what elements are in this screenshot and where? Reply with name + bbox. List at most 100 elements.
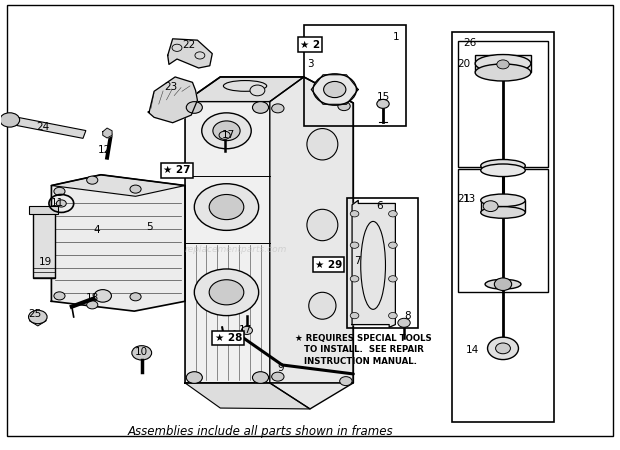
Circle shape (194, 269, 259, 315)
FancyArrow shape (29, 317, 46, 326)
Circle shape (186, 372, 202, 383)
Text: 7: 7 (354, 256, 361, 266)
Circle shape (494, 278, 512, 291)
Text: 20: 20 (457, 59, 470, 69)
Ellipse shape (475, 54, 531, 72)
Text: 17: 17 (239, 325, 252, 335)
Circle shape (340, 377, 352, 386)
Polygon shape (51, 175, 185, 196)
Circle shape (350, 276, 359, 282)
Text: replacementparts.com: replacementparts.com (185, 245, 287, 254)
Text: 14: 14 (466, 345, 479, 355)
Text: 22: 22 (183, 40, 196, 50)
Ellipse shape (307, 129, 338, 160)
Circle shape (389, 276, 397, 282)
Text: 15: 15 (376, 92, 389, 102)
Circle shape (252, 372, 268, 383)
Circle shape (209, 194, 244, 220)
Circle shape (130, 293, 141, 301)
Text: 5: 5 (146, 222, 153, 232)
Circle shape (29, 310, 47, 324)
Bar (29, 206, 58, 214)
Text: ★ 2: ★ 2 (300, 40, 320, 50)
Ellipse shape (480, 194, 525, 207)
Text: 8: 8 (404, 310, 410, 320)
Ellipse shape (480, 159, 525, 172)
Ellipse shape (480, 207, 525, 218)
Circle shape (94, 290, 112, 302)
Circle shape (186, 102, 202, 113)
Circle shape (87, 301, 98, 309)
Text: 18: 18 (86, 292, 99, 303)
Text: 3: 3 (307, 59, 313, 69)
Circle shape (377, 99, 389, 108)
Circle shape (194, 184, 259, 230)
Polygon shape (185, 383, 310, 409)
Ellipse shape (485, 279, 521, 289)
Circle shape (252, 102, 268, 113)
Text: 4: 4 (93, 225, 100, 235)
Circle shape (0, 113, 20, 127)
Circle shape (241, 326, 252, 334)
Circle shape (213, 121, 240, 141)
Circle shape (350, 312, 359, 319)
Text: 17: 17 (222, 130, 235, 140)
FancyArrow shape (8, 116, 86, 138)
Circle shape (219, 131, 230, 140)
Ellipse shape (307, 209, 338, 241)
Text: ★ 29: ★ 29 (315, 260, 342, 270)
Ellipse shape (223, 81, 267, 91)
Circle shape (209, 280, 244, 305)
Circle shape (350, 211, 359, 217)
Circle shape (495, 343, 510, 354)
Circle shape (483, 201, 498, 212)
Text: 10: 10 (135, 346, 148, 356)
Bar (475, 55, 531, 72)
Polygon shape (148, 77, 197, 123)
Circle shape (54, 292, 65, 300)
Circle shape (389, 211, 397, 217)
Bar (33, 212, 55, 278)
Polygon shape (51, 175, 185, 311)
Bar (458, 41, 548, 166)
Text: ★ 28: ★ 28 (215, 333, 242, 343)
Circle shape (497, 60, 509, 69)
Circle shape (338, 102, 350, 111)
Text: 12: 12 (98, 144, 111, 155)
Text: 11: 11 (51, 198, 64, 208)
Circle shape (87, 176, 98, 184)
Circle shape (389, 312, 397, 319)
Ellipse shape (475, 64, 531, 81)
Circle shape (350, 242, 359, 248)
Circle shape (272, 104, 284, 113)
Text: 19: 19 (38, 257, 52, 267)
Text: 13: 13 (463, 194, 476, 204)
Text: 6: 6 (376, 201, 383, 211)
Text: 1: 1 (393, 32, 400, 42)
Text: Assemblies include all parts shown in frames: Assemblies include all parts shown in fr… (128, 425, 393, 438)
Circle shape (389, 242, 397, 248)
Text: 24: 24 (36, 122, 50, 132)
Text: 25: 25 (28, 309, 42, 319)
Polygon shape (103, 128, 112, 138)
Text: 9: 9 (277, 363, 283, 373)
Text: 26: 26 (463, 38, 476, 48)
Circle shape (130, 185, 141, 193)
Polygon shape (185, 77, 353, 383)
Ellipse shape (309, 292, 336, 319)
Circle shape (272, 372, 284, 381)
Text: 21: 21 (457, 194, 470, 204)
Circle shape (487, 337, 518, 360)
Text: ★ 27: ★ 27 (163, 165, 191, 175)
Circle shape (313, 74, 356, 105)
Polygon shape (352, 200, 396, 327)
Ellipse shape (480, 164, 525, 176)
Circle shape (202, 113, 251, 149)
Circle shape (56, 200, 66, 207)
Bar (458, 169, 548, 292)
Bar (347, 198, 419, 328)
Polygon shape (270, 77, 353, 409)
Circle shape (250, 85, 265, 96)
Bar (304, 25, 406, 126)
Circle shape (398, 318, 410, 327)
